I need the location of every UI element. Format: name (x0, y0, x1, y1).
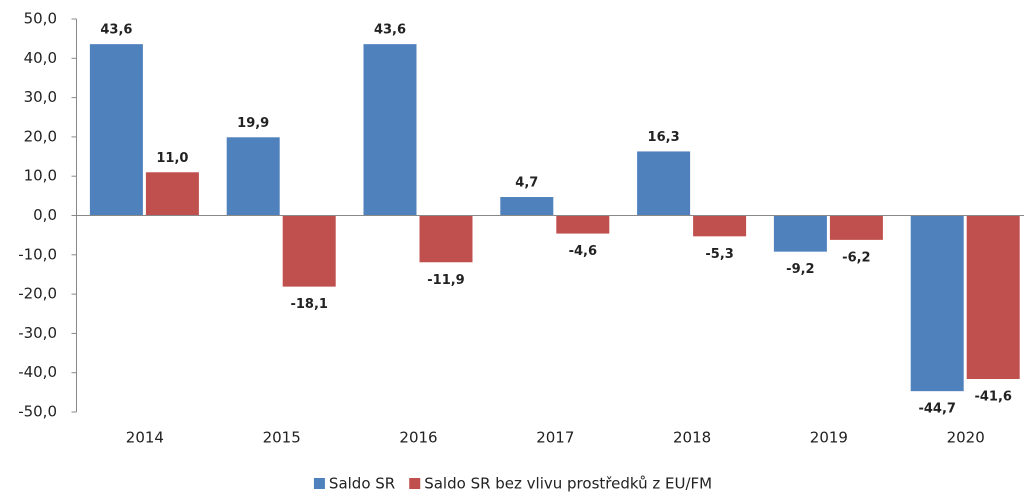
value-label: 43,6 (100, 23, 132, 38)
x-tick-label: 2018 (673, 429, 711, 447)
bar (773, 215, 827, 252)
legend-label: Saldo SR (329, 475, 395, 493)
value-label: 11,0 (156, 151, 188, 166)
bar (693, 215, 747, 237)
legend-swatch (313, 478, 325, 489)
bar (89, 44, 143, 216)
x-tick-label: 2015 (263, 429, 301, 447)
x-tick-label: 2016 (399, 429, 437, 447)
y-tick-label: 30,0 (24, 88, 57, 106)
bar (966, 215, 1020, 379)
bar (363, 44, 417, 216)
y-tick-label: 40,0 (24, 49, 57, 67)
value-label: -18,1 (290, 297, 327, 312)
value-label: 43,6 (374, 23, 406, 38)
x-tick-label: 2020 (947, 429, 985, 447)
y-tick-label: -30,0 (18, 324, 57, 342)
y-tick-label: -20,0 (18, 285, 57, 303)
bar (419, 215, 473, 263)
value-label: -44,7 (918, 402, 955, 417)
legend-swatch (409, 478, 421, 489)
y-tick-label: 20,0 (24, 127, 57, 145)
bar (829, 215, 883, 240)
x-tick-label: 2014 (126, 429, 164, 447)
value-label: -9,2 (786, 262, 814, 277)
value-label: -11,9 (427, 273, 464, 288)
legend-label: Saldo SR bez vlivu prostředků z EU/FM (424, 475, 712, 493)
y-tick-label: 10,0 (24, 167, 57, 185)
value-label: -41,6 (974, 389, 1011, 404)
bar (500, 197, 554, 216)
value-label: -5,3 (705, 247, 733, 262)
bar (910, 215, 964, 392)
bar (282, 215, 336, 287)
bar (226, 137, 280, 216)
bar (637, 151, 691, 216)
x-tick-label: 2017 (536, 429, 574, 447)
y-tick-label: 0,0 (33, 206, 57, 224)
x-tick-label: 2019 (810, 429, 848, 447)
bar (556, 215, 610, 234)
y-tick-label: 50,0 (24, 10, 57, 28)
y-tick-label: -10,0 (18, 245, 57, 263)
bar (145, 172, 199, 216)
y-tick-label: -50,0 (18, 403, 57, 421)
value-label: -4,6 (569, 244, 597, 259)
value-label: -6,2 (842, 250, 870, 265)
y-tick-label: -40,0 (18, 363, 57, 381)
value-label: 19,9 (237, 116, 269, 131)
value-label: 16,3 (648, 130, 680, 145)
value-label: 4,7 (515, 176, 538, 191)
